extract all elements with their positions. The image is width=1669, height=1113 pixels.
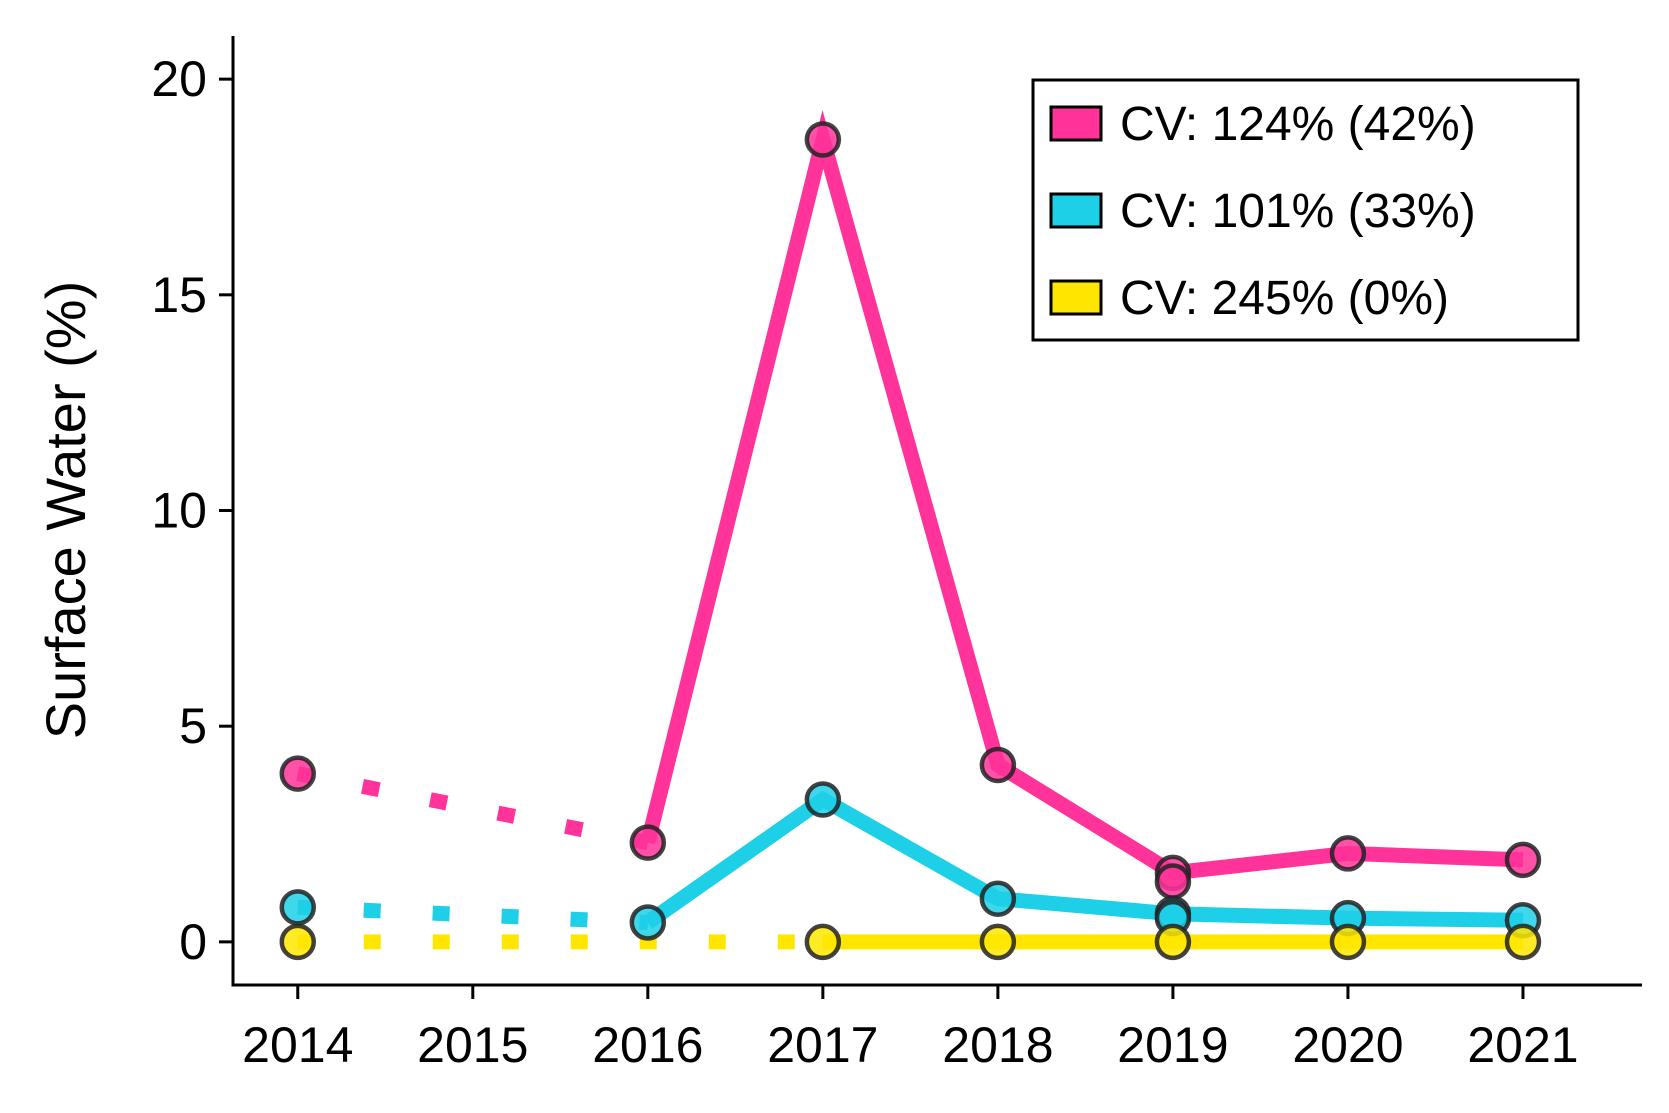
data-point xyxy=(1329,835,1367,872)
y-tick-label: 20 xyxy=(151,51,207,107)
data-point xyxy=(1504,923,1542,961)
data-point xyxy=(1329,923,1367,961)
x-ticks: 2014 2015 2016 2017 2018 2019 2020 2021 xyxy=(242,985,1579,1073)
legend-swatch xyxy=(1049,105,1103,142)
data-point xyxy=(629,824,667,861)
data-point xyxy=(804,781,842,818)
data-point xyxy=(279,923,317,961)
y-tick-label: 0 xyxy=(179,914,207,970)
legend-label: CV: 101% (33%) xyxy=(1120,185,1476,238)
y-tick-label: 10 xyxy=(151,483,207,539)
legend-frame xyxy=(1031,78,1580,342)
data-point xyxy=(1154,863,1192,900)
data-point xyxy=(979,880,1017,917)
x-tick-label: 2015 xyxy=(417,1017,528,1073)
legend: CV: 124% (42%) CV: 101% (33%) CV: 245% (0%… xyxy=(1031,78,1580,342)
x-tick-label: 2020 xyxy=(1292,1017,1403,1073)
x-tick-label: 2014 xyxy=(242,1017,353,1073)
x-tick-label: 2021 xyxy=(1467,1017,1578,1073)
data-point xyxy=(279,889,317,926)
x-tick-label: 2017 xyxy=(767,1017,878,1073)
data-point xyxy=(629,904,667,941)
legend-label: CV: 245% (0%) xyxy=(1120,272,1449,325)
y-axis-label: Surface Water (%) xyxy=(34,281,97,739)
data-point xyxy=(979,746,1017,784)
data-point xyxy=(804,923,842,961)
series-line xyxy=(640,110,1524,881)
x-tick-label: 2018 xyxy=(942,1017,1053,1073)
data-point xyxy=(979,923,1017,961)
legend-swatch xyxy=(1049,279,1103,316)
series-gap-segment xyxy=(297,899,649,930)
x-tick-label: 2019 xyxy=(1117,1017,1228,1073)
y-ticks: 0 5 10 15 20 xyxy=(151,51,233,970)
legend-label: CV: 124% (42%) xyxy=(1120,98,1476,151)
data-point xyxy=(1154,923,1192,961)
legend-swatch xyxy=(1049,192,1103,229)
series-gap-segment xyxy=(296,766,650,851)
y-tick-label: 15 xyxy=(151,267,207,323)
series-line xyxy=(643,790,1524,929)
data-point xyxy=(1504,841,1542,879)
data-point xyxy=(804,121,842,158)
series-points xyxy=(279,121,1542,961)
x-tick-label: 2016 xyxy=(592,1017,703,1073)
data-point xyxy=(279,755,317,792)
y-tick-label: 5 xyxy=(179,698,207,754)
